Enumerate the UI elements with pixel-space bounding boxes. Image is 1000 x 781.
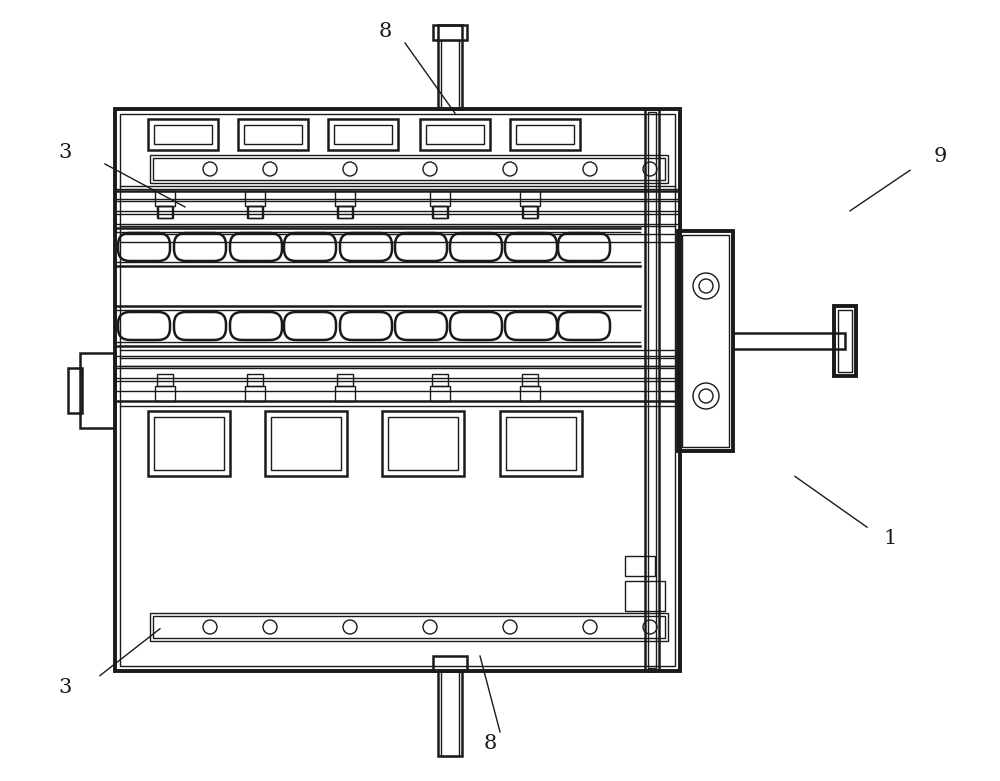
- Bar: [506, 417, 576, 470]
- Bar: [338, 206, 352, 218]
- Bar: [682, 235, 729, 447]
- Bar: [155, 191, 175, 206]
- Bar: [648, 112, 656, 668]
- Text: 8: 8: [378, 22, 392, 41]
- Bar: [430, 386, 450, 401]
- Bar: [115, 201, 680, 211]
- Bar: [382, 411, 464, 476]
- Bar: [337, 374, 353, 386]
- Bar: [438, 25, 462, 109]
- Bar: [115, 214, 680, 224]
- Bar: [522, 374, 538, 386]
- Bar: [337, 206, 353, 218]
- Text: 8: 8: [483, 734, 497, 753]
- Bar: [334, 125, 392, 144]
- Bar: [520, 191, 540, 206]
- Bar: [441, 40, 459, 109]
- Bar: [522, 206, 538, 218]
- Bar: [426, 125, 484, 144]
- Bar: [335, 386, 355, 401]
- Bar: [154, 125, 212, 144]
- Bar: [248, 206, 262, 218]
- Bar: [115, 189, 680, 199]
- Bar: [625, 556, 655, 576]
- Bar: [150, 613, 668, 641]
- Bar: [433, 25, 467, 40]
- Bar: [245, 386, 265, 401]
- Bar: [153, 158, 665, 180]
- Bar: [834, 306, 856, 376]
- Bar: [245, 191, 265, 206]
- Bar: [148, 411, 230, 476]
- Text: 9: 9: [933, 147, 947, 166]
- Bar: [157, 206, 173, 218]
- Bar: [158, 206, 172, 218]
- Bar: [247, 374, 263, 386]
- Bar: [520, 386, 540, 401]
- Bar: [115, 381, 680, 391]
- Text: 3: 3: [58, 143, 72, 162]
- Bar: [115, 368, 680, 378]
- Bar: [247, 206, 263, 218]
- Bar: [433, 206, 447, 218]
- Bar: [157, 374, 173, 386]
- Bar: [433, 656, 467, 671]
- Bar: [150, 155, 668, 183]
- Text: 3: 3: [58, 678, 72, 697]
- Bar: [645, 109, 659, 671]
- Bar: [120, 114, 675, 666]
- Bar: [153, 616, 665, 638]
- Bar: [625, 581, 665, 611]
- Bar: [80, 352, 115, 427]
- Bar: [678, 231, 733, 451]
- Bar: [244, 125, 302, 144]
- Bar: [148, 119, 218, 150]
- Bar: [115, 109, 680, 671]
- Bar: [733, 333, 845, 349]
- Bar: [154, 417, 224, 470]
- Bar: [432, 374, 448, 386]
- Bar: [68, 368, 82, 412]
- Bar: [500, 411, 582, 476]
- Bar: [523, 206, 537, 218]
- Bar: [265, 411, 347, 476]
- Bar: [510, 119, 580, 150]
- Bar: [420, 119, 490, 150]
- Bar: [432, 206, 448, 218]
- Bar: [238, 119, 308, 150]
- Bar: [335, 191, 355, 206]
- Bar: [430, 191, 450, 206]
- Bar: [438, 671, 462, 756]
- Bar: [115, 356, 680, 366]
- Bar: [838, 310, 852, 372]
- Bar: [388, 417, 458, 470]
- Bar: [328, 119, 398, 150]
- Bar: [441, 671, 459, 756]
- Bar: [516, 125, 574, 144]
- Bar: [271, 417, 341, 470]
- Bar: [155, 386, 175, 401]
- Text: 1: 1: [883, 530, 897, 548]
